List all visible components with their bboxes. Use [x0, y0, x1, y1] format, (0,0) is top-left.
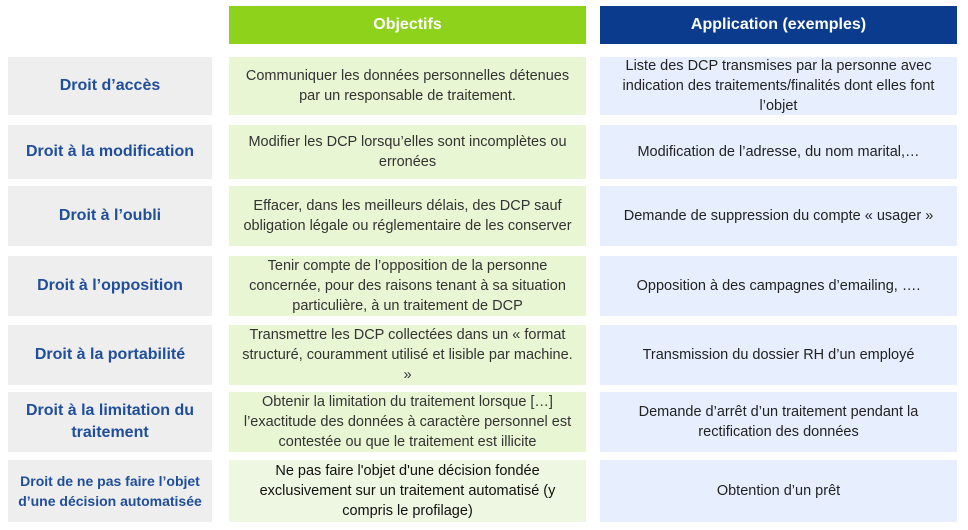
objective-cell: Effacer, dans les meilleurs délais, des … [229, 186, 586, 246]
application-cell: Obtention d’un prêt [600, 460, 957, 522]
right-label: Droit à la modification [8, 125, 212, 179]
table-row: Droit à l’oubli Effacer, dans les meille… [0, 186, 968, 246]
table-row: Droit d’accès Communiquer les données pe… [0, 57, 968, 115]
table-row: Droit à l’opposition Tenir compte de l’o… [0, 256, 968, 316]
right-label: Droit à la limitation du traitement [8, 392, 212, 452]
objective-cell: Tenir compte de l’opposition de la perso… [229, 256, 586, 316]
table-row: Droit à la modification Modifier les DCP… [0, 125, 968, 179]
right-label: Droit à la portabilité [8, 325, 212, 385]
header-objectives: Objectifs [229, 6, 586, 44]
right-label: Droit de ne pas faire l’objet d’une déci… [8, 460, 212, 522]
table-row: Droit à la limitation du traitement Obte… [0, 392, 968, 452]
objective-cell: Modifier les DCP lorsqu’elles sont incom… [229, 125, 586, 179]
application-cell: Transmission du dossier RH d’un employé [600, 325, 957, 385]
application-cell: Demande de suppression du compte « usage… [600, 186, 957, 246]
objective-cell: Ne pas faire l'objet d'une décision fond… [229, 460, 586, 522]
table-row: Droit de ne pas faire l’objet d’une déci… [0, 460, 968, 522]
application-cell: Modification de l’adresse, du nom marita… [600, 125, 957, 179]
table-row: Droit à la portabilité Transmettre les D… [0, 325, 968, 385]
application-cell: Demande d’arrêt d’un traitement pendant … [600, 392, 957, 452]
application-cell: Opposition à des campagnes d’emailing, …… [600, 256, 957, 316]
application-cell: Liste des DCP transmises par la personne… [600, 57, 957, 115]
header-application: Application (exemples) [600, 6, 957, 44]
objective-cell: Communiquer les données personnelles dét… [229, 57, 586, 115]
right-label: Droit à l’oubli [8, 186, 212, 246]
right-label: Droit à l’opposition [8, 256, 212, 316]
objective-cell: Transmettre les DCP collectées dans un «… [229, 325, 586, 385]
objective-cell: Obtenir la limitation du traitement lors… [229, 392, 586, 452]
right-label: Droit d’accès [8, 57, 212, 115]
